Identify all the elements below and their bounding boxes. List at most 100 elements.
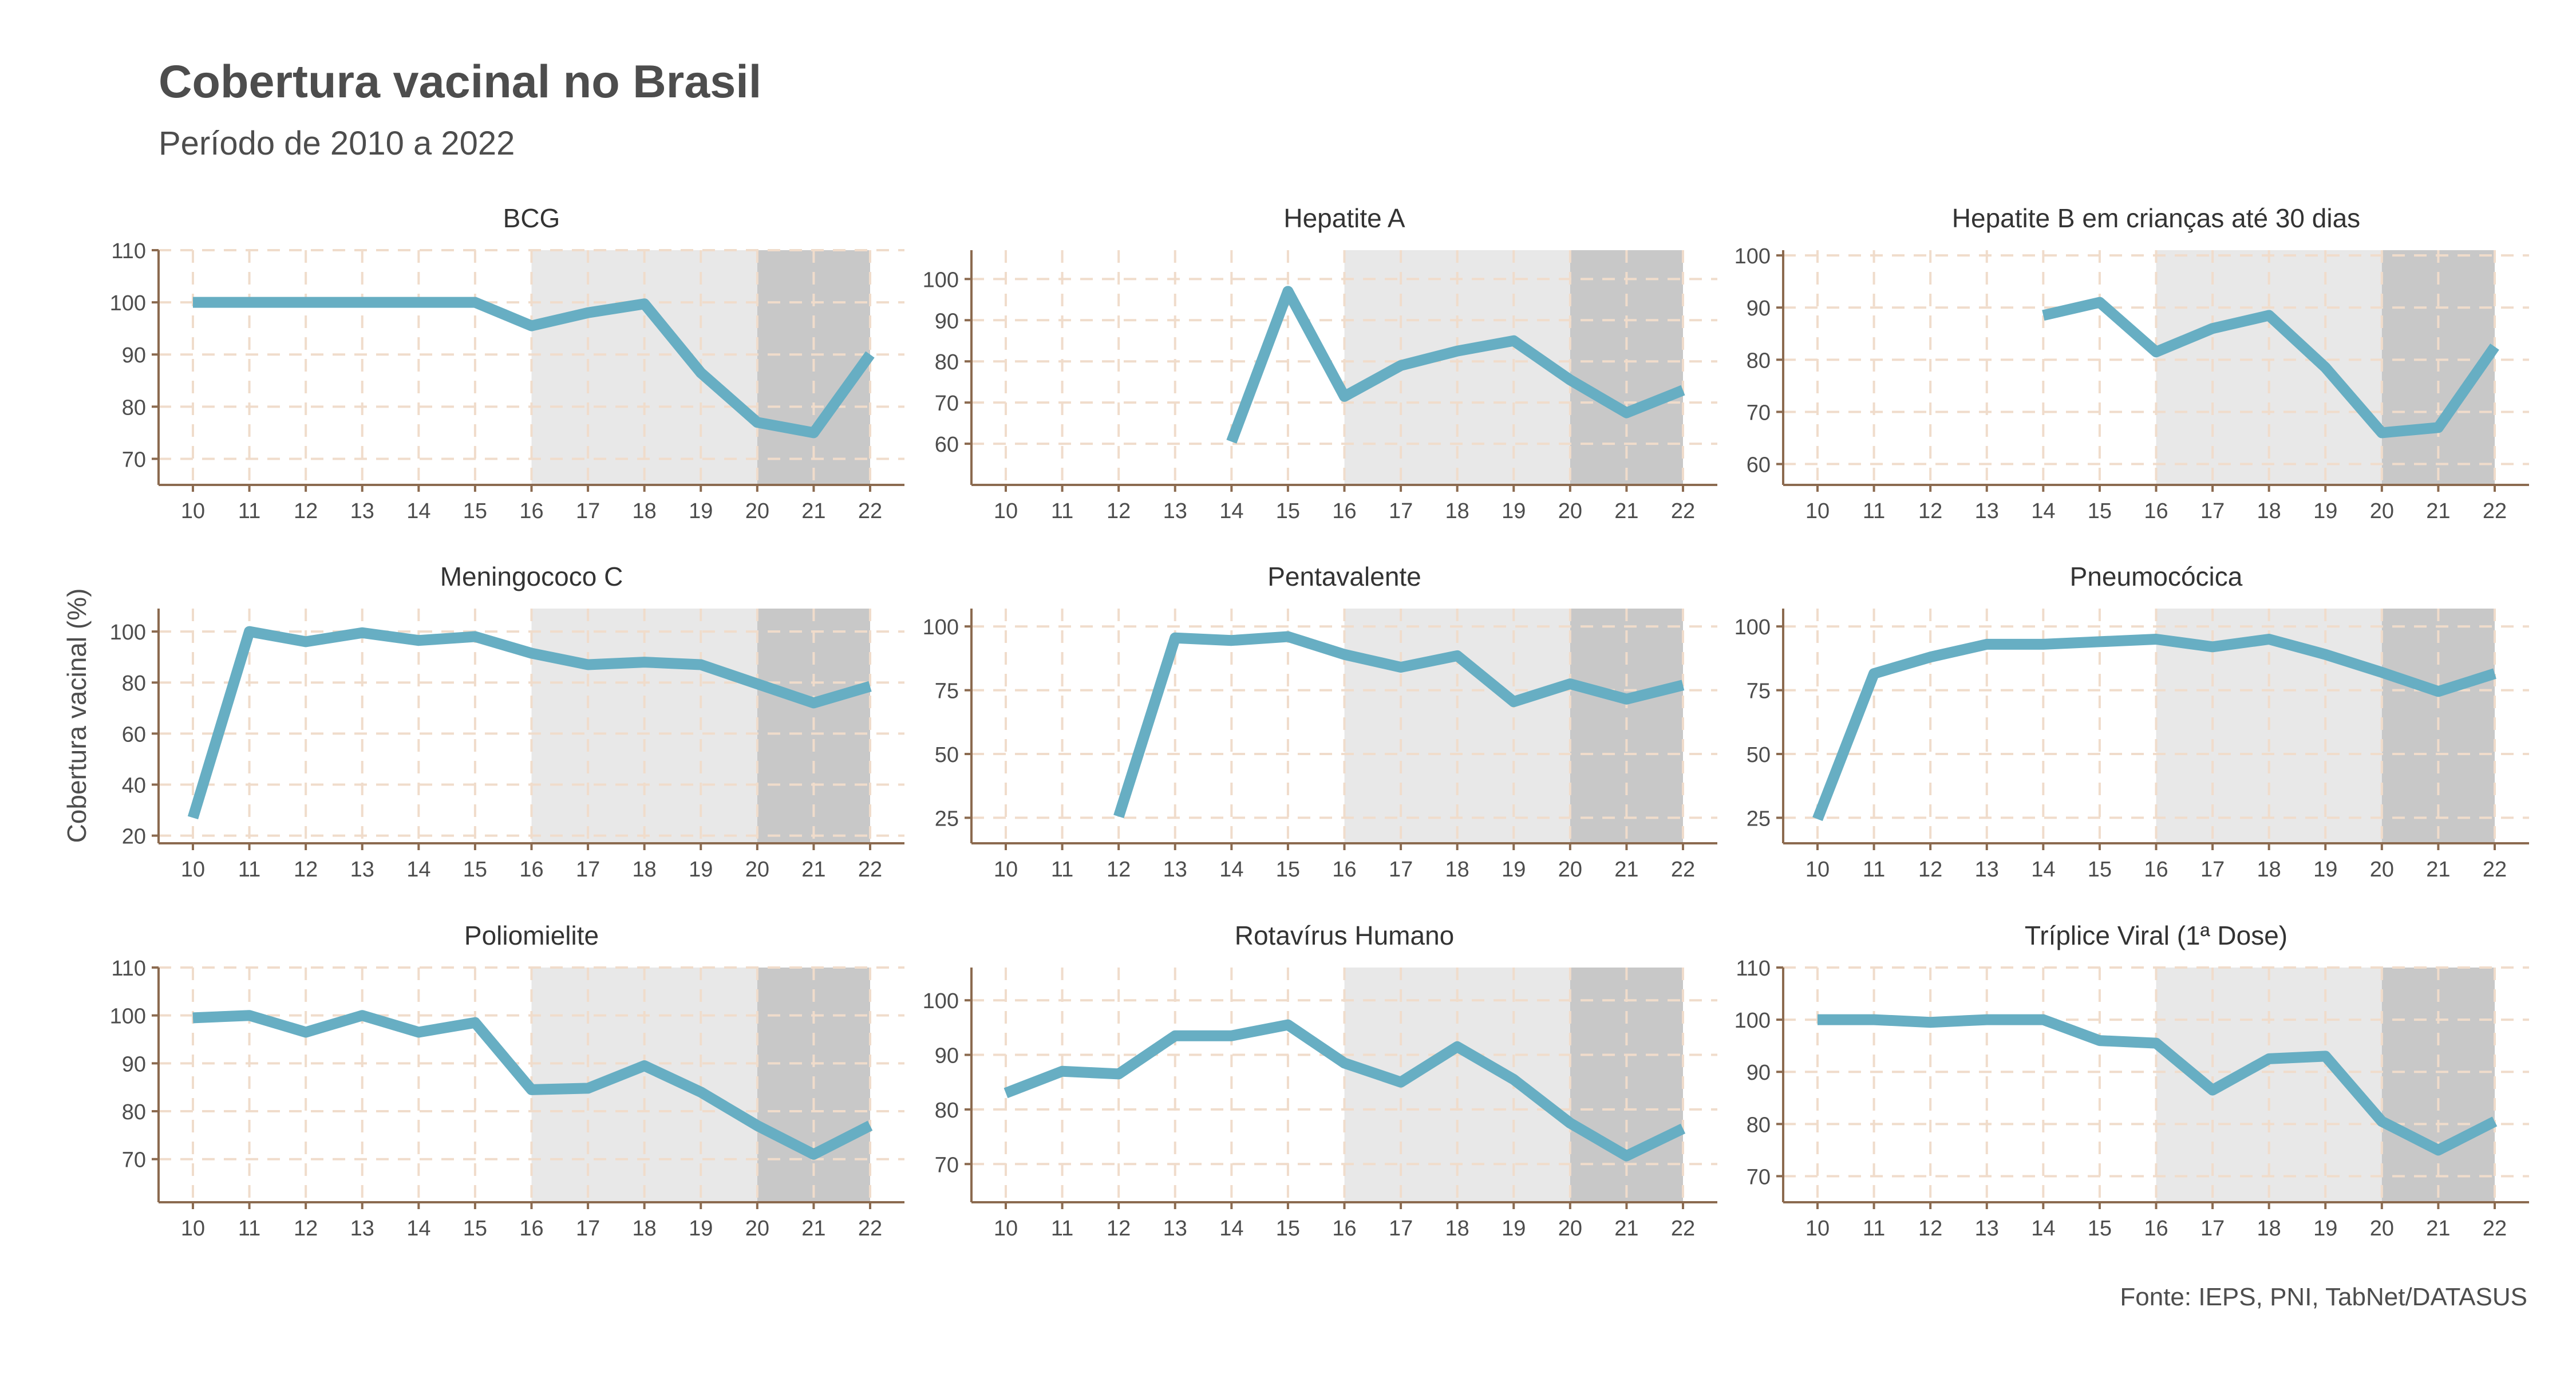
- x-tick-label: 16: [519, 858, 543, 882]
- y-tick-label: 100: [923, 268, 959, 292]
- y-tick-label: 25: [1747, 807, 1771, 831]
- y-tick-label: 25: [935, 807, 959, 831]
- x-tick-label: 13: [1975, 858, 1999, 882]
- x-tick-label: 11: [1051, 1217, 1073, 1241]
- y-tick-label: 70: [935, 1153, 959, 1177]
- x-tick-label: 10: [994, 858, 1018, 882]
- y-tick-label: 90: [935, 1044, 959, 1068]
- facet-title: Hepatite B em crianças até 30 dias: [1952, 203, 2360, 233]
- x-tick-label: 15: [1276, 499, 1300, 523]
- x-tick-label: 11: [238, 1217, 260, 1241]
- x-tick-label: 10: [994, 499, 1018, 523]
- x-tick-label: 11: [1863, 1217, 1885, 1241]
- facet-title: Poliomielite: [464, 921, 599, 950]
- x-tick-label: 16: [2144, 499, 2168, 523]
- x-tick-label: 15: [2088, 499, 2112, 523]
- facet-panel: 20 40 60 80 100 10 11 12 13 14 15 16 17 18 19 20 21 22 Men…: [110, 562, 904, 882]
- x-tick-label: 16: [1332, 1217, 1356, 1241]
- series-line: [192, 1010, 873, 1160]
- x-tick-label: 14: [406, 499, 430, 523]
- y-tick-label: 100: [1735, 615, 1771, 639]
- x-tick-label: 18: [633, 1217, 657, 1241]
- facet-panel: 70 80 90 100 10 11 12 13 14 15 16 17 18 19 20 21 22 Rotav…: [923, 921, 1717, 1241]
- x-tick-label: 12: [294, 1217, 318, 1241]
- x-tick-label: 20: [2370, 1217, 2394, 1241]
- x-tick-label: 15: [1276, 858, 1300, 882]
- x-tick-label: 16: [2144, 858, 2168, 882]
- x-tick-label: 15: [1276, 1217, 1300, 1241]
- x-tick-label: 22: [2483, 1217, 2507, 1241]
- x-tick-label: 21: [801, 499, 825, 523]
- x-tick-label: 21: [1614, 499, 1638, 523]
- y-tick-label: 50: [1747, 743, 1771, 767]
- y-tick-label: 110: [111, 957, 146, 981]
- x-tick-label: 14: [1219, 858, 1243, 882]
- x-tick-label: 17: [576, 858, 600, 882]
- x-tick-label: 22: [858, 858, 882, 882]
- y-tick-label: 90: [935, 309, 959, 333]
- x-tick-label: 16: [2144, 1217, 2168, 1241]
- y-tick-label: 70: [1747, 401, 1771, 425]
- x-tick-label: 20: [745, 1217, 769, 1241]
- y-tick-label: 20: [122, 825, 146, 849]
- x-tick-label: 14: [2031, 499, 2055, 523]
- y-tick-label: 100: [1735, 1009, 1771, 1033]
- facet-title: Pentavalente: [1267, 562, 1421, 591]
- facet-panel: 60 70 80 90 100 10 11 12 13 14 15 16 17 18 19 20 21 22 Hep…: [1735, 203, 2529, 523]
- series-line: [1003, 1019, 1686, 1162]
- series-line: [193, 297, 875, 439]
- y-tick-label: 60: [935, 433, 959, 457]
- x-tick-label: 12: [294, 499, 318, 523]
- x-tick-label: 17: [576, 499, 600, 523]
- y-tick-label: 90: [1747, 1061, 1771, 1085]
- y-tick-label: 110: [111, 239, 146, 263]
- x-tick-label: 12: [1918, 499, 1942, 523]
- x-tick-label: 16: [1332, 499, 1356, 523]
- x-tick-label: 19: [1502, 858, 1526, 882]
- facet-title: Pneumocócica: [2070, 562, 2243, 591]
- y-tick-label: 60: [1747, 453, 1771, 477]
- y-tick-label: 70: [122, 1148, 146, 1172]
- x-tick-label: 22: [1671, 1217, 1695, 1241]
- x-tick-label: 12: [294, 858, 318, 882]
- x-tick-label: 17: [2200, 499, 2225, 523]
- x-tick-label: 22: [2483, 499, 2507, 523]
- x-tick-label: 11: [238, 858, 260, 882]
- series-line: [1818, 1014, 2498, 1156]
- y-tick-label: 80: [935, 350, 959, 374]
- facet-title: Rotavírus Humano: [1235, 921, 1455, 950]
- facet-panel: 70 80 90 100 110 10 11 12 13 14 15 16 17 18 19 20 21 22 Po…: [110, 921, 904, 1241]
- y-tick-label: 100: [1735, 244, 1771, 269]
- y-tick-label: 70: [1747, 1165, 1771, 1189]
- x-tick-label: 20: [2370, 858, 2394, 882]
- facet-panel: 70 80 90 100 110 10 11 12 13 14 15 16 17 18 19 20 21 22 Tr…: [1735, 921, 2529, 1241]
- facet-panel: 25 50 75 100 10 11 12 13 14 15 16 17 18 19 20 21 22 Pneum…: [1735, 562, 2529, 882]
- x-tick-label: 20: [745, 499, 769, 523]
- x-tick-label: 10: [181, 858, 205, 882]
- x-tick-label: 13: [350, 1217, 374, 1241]
- x-tick-label: 18: [2257, 1217, 2281, 1241]
- x-tick-label: 20: [1558, 1217, 1582, 1241]
- x-tick-label: 19: [1502, 499, 1526, 523]
- facet-title: Tríplice Viral (1ª Dose): [2025, 921, 2287, 950]
- x-tick-label: 13: [1163, 499, 1187, 523]
- x-tick-label: 11: [1863, 499, 1885, 523]
- y-tick-label: 90: [122, 1052, 146, 1076]
- chart-subtitle: Período de 2010 a 2022: [159, 125, 515, 162]
- x-tick-label: 16: [519, 499, 543, 523]
- x-tick-label: 12: [1918, 858, 1942, 882]
- x-tick-label: 13: [1975, 499, 1999, 523]
- y-tick-label: 80: [122, 672, 146, 696]
- x-tick-label: 14: [406, 858, 430, 882]
- y-tick-label: 100: [110, 621, 146, 645]
- x-tick-label: 20: [1558, 858, 1582, 882]
- x-tick-label: 14: [2031, 858, 2055, 882]
- chart-caption: Fonte: IEPS, PNI, TabNet/DATASUS: [2120, 1283, 2527, 1311]
- x-tick-label: 17: [1389, 499, 1413, 523]
- series-line: [1113, 631, 1685, 819]
- x-tick-label: 11: [238, 499, 260, 523]
- x-tick-label: 18: [633, 499, 657, 523]
- x-tick-label: 12: [1107, 499, 1131, 523]
- x-tick-label: 19: [1502, 1217, 1526, 1241]
